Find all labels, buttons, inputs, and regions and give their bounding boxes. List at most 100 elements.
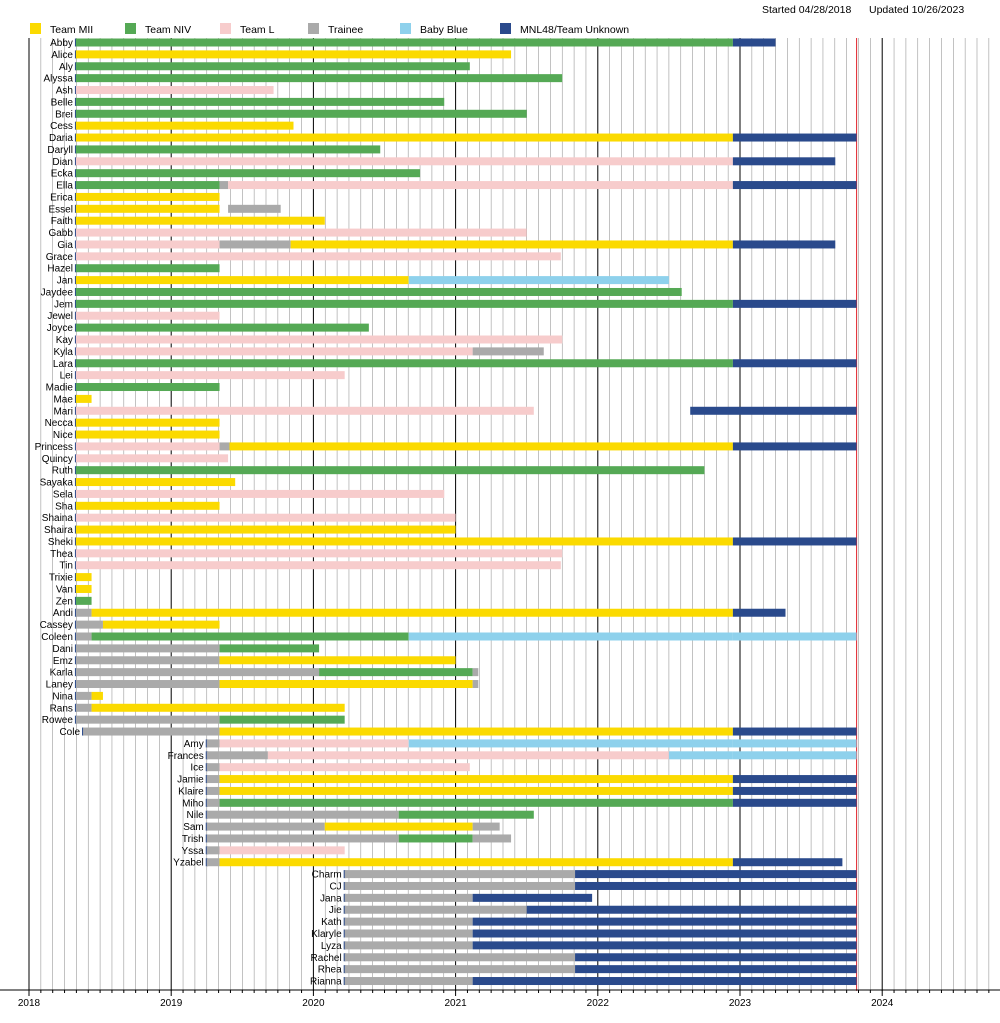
member-label: Miho bbox=[182, 798, 204, 809]
segment-N bbox=[75, 596, 92, 605]
segment-L bbox=[75, 442, 220, 451]
segment-T bbox=[75, 680, 220, 689]
segment-T bbox=[75, 632, 92, 641]
segment-M bbox=[75, 121, 294, 130]
segment-L bbox=[75, 549, 563, 558]
segment-M bbox=[219, 775, 733, 784]
legend-label-L: Team L bbox=[240, 24, 275, 36]
segment-N bbox=[75, 38, 733, 47]
member-label: Dani bbox=[52, 644, 73, 655]
segment-N bbox=[75, 299, 733, 308]
tick-label: 2018 bbox=[18, 998, 41, 1009]
segment-M bbox=[91, 608, 733, 617]
x-axis: 2018 2019 2020 2021 2022 2023 2024 bbox=[0, 989, 1000, 1009]
segment-L bbox=[75, 513, 456, 522]
member-label: Princess bbox=[35, 442, 73, 453]
segment-T bbox=[472, 347, 544, 356]
segment-L bbox=[228, 181, 733, 190]
member-label: Jan bbox=[57, 276, 73, 287]
segment-T bbox=[472, 680, 479, 689]
segment-N bbox=[75, 181, 220, 190]
legend-swatch-L bbox=[220, 23, 231, 34]
bars bbox=[74, 38, 857, 986]
member-label: Van bbox=[56, 584, 73, 595]
member-label: Rianna bbox=[310, 977, 342, 988]
member-label: Laney bbox=[46, 680, 73, 691]
segment-B bbox=[408, 276, 669, 285]
segment-B bbox=[668, 751, 733, 760]
legend-label-B: Baby Blue bbox=[420, 24, 468, 36]
segment-T bbox=[83, 727, 220, 736]
segment-T bbox=[344, 917, 473, 926]
member-label: Kyla bbox=[53, 347, 73, 358]
segment-T bbox=[472, 834, 512, 843]
segment-U bbox=[732, 858, 843, 867]
segment-B bbox=[732, 632, 857, 641]
segment-T bbox=[206, 810, 399, 819]
member-label: Mari bbox=[53, 406, 72, 417]
segment-L bbox=[267, 751, 669, 760]
member-label: Nice bbox=[53, 430, 73, 441]
member-label: Aly bbox=[59, 62, 73, 73]
segment-N bbox=[75, 323, 369, 332]
segment-N bbox=[75, 264, 220, 273]
segment-N bbox=[219, 798, 733, 807]
segment-U bbox=[732, 727, 857, 736]
segment-M bbox=[102, 620, 220, 629]
legend-label-N: Team NIV bbox=[145, 24, 191, 36]
segment-M bbox=[219, 680, 473, 689]
member-label: Brei bbox=[55, 109, 73, 120]
member-label: Trixie bbox=[49, 573, 74, 584]
member-label: Erica bbox=[50, 192, 73, 203]
segment-M bbox=[219, 727, 733, 736]
member-label: Kay bbox=[56, 335, 73, 346]
segment-U bbox=[732, 38, 776, 47]
tick-label: 2020 bbox=[302, 998, 325, 1009]
member-label: Gabb bbox=[48, 228, 73, 239]
segment-L bbox=[75, 371, 345, 380]
member-label: Jaydee bbox=[41, 287, 74, 298]
member-label: Jie bbox=[329, 905, 342, 916]
member-label: Quincy bbox=[42, 454, 73, 465]
segment-N bbox=[75, 383, 220, 392]
legend-swatch-M bbox=[30, 23, 41, 34]
segment-L bbox=[75, 86, 274, 95]
segment-U bbox=[732, 359, 857, 368]
segment-M bbox=[75, 50, 512, 59]
segment-M bbox=[75, 525, 456, 534]
member-label: Daria bbox=[49, 133, 73, 144]
member-label: Trish bbox=[182, 834, 204, 845]
member-label: Mae bbox=[53, 394, 73, 405]
segment-T bbox=[344, 929, 473, 938]
member-label: Yssa bbox=[182, 846, 205, 857]
segment-T bbox=[75, 668, 320, 677]
segment-L bbox=[219, 846, 345, 855]
segment-L bbox=[75, 489, 445, 498]
segment-T bbox=[206, 775, 220, 784]
updated-date: Updated 10/26/2023 bbox=[869, 4, 965, 16]
segment-B bbox=[732, 739, 857, 748]
member-label: Jem bbox=[54, 299, 73, 310]
segment-T bbox=[219, 240, 291, 249]
member-label: Sha bbox=[55, 501, 73, 512]
segment-T bbox=[75, 608, 92, 617]
legend-swatch-N bbox=[125, 23, 136, 34]
segment-T bbox=[344, 893, 473, 902]
segment-T bbox=[206, 822, 325, 831]
member-label: Hazel bbox=[47, 264, 73, 275]
segment-T bbox=[219, 181, 229, 190]
tick-label: 2022 bbox=[587, 998, 610, 1009]
legend-label-M: Team MII bbox=[50, 24, 93, 36]
member-label: Tin bbox=[59, 561, 73, 572]
member-label: Andi bbox=[53, 608, 73, 619]
segment-N bbox=[75, 169, 421, 178]
segment-N bbox=[75, 109, 527, 118]
segment-U bbox=[732, 786, 857, 795]
segment-N bbox=[75, 97, 445, 106]
segment-L bbox=[75, 252, 561, 261]
segment-T bbox=[344, 953, 576, 962]
legend-swatch-U bbox=[500, 23, 511, 34]
segment-T bbox=[219, 751, 268, 760]
member-label: Lei bbox=[60, 371, 73, 382]
segment-L bbox=[75, 228, 527, 237]
